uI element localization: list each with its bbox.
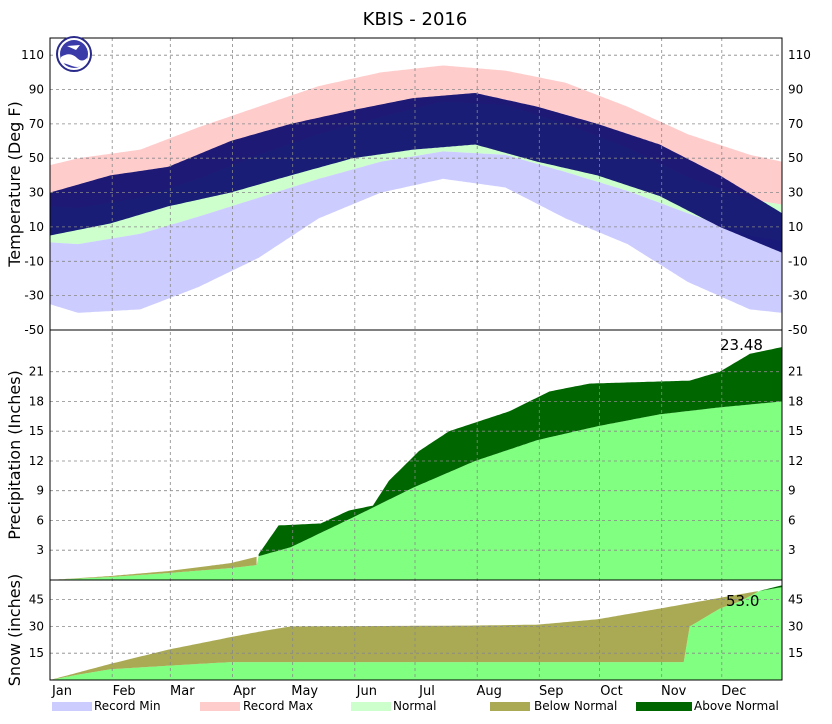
legend-swatch-above-normal	[636, 702, 692, 711]
grid-lines	[50, 38, 782, 680]
temperature-tick-label-right: 70	[788, 117, 803, 131]
snow-tick-label-right: 45	[788, 593, 803, 607]
temperature-tick-label-left: 110	[21, 48, 44, 62]
precipitation-tick-label-right: 15	[788, 424, 803, 438]
temperature-tick-label-right: 110	[788, 48, 811, 62]
precipitation-tick-label-left: 6	[36, 514, 44, 528]
precipitation-tick-label-right: 21	[788, 365, 803, 379]
temperature-tick-label-left: -30	[24, 289, 44, 303]
precip-below-normal-area	[52, 556, 257, 580]
legend-swatch-below-normal	[490, 702, 530, 711]
temperature-axis-title: Temperature (Deg F)	[5, 101, 24, 268]
precipitation-tick-label-left: 21	[29, 365, 44, 379]
month-label-jun: Jun	[356, 684, 377, 699]
chart-title: KBIS - 2016	[363, 9, 468, 30]
record-max-band	[50, 65, 782, 208]
record-min-band	[50, 151, 782, 313]
precipitation-tick-label-left: 9	[36, 484, 44, 498]
snow-panel-border	[49, 579, 783, 681]
precipitation-tick-label-right: 9	[788, 484, 796, 498]
temperature-series-group	[50, 65, 782, 313]
snow-tick-label-left: 15	[29, 646, 44, 660]
precipitation-axis-title: Precipitation (Inches)	[5, 370, 24, 540]
month-label-jul: Jul	[418, 684, 435, 699]
temperature-tick-label-right: -50	[788, 323, 808, 337]
temperature-tick-label-left: 90	[29, 83, 44, 97]
temperature-tick-label-right: 50	[788, 151, 803, 165]
temperature-tick-label-left: 70	[29, 117, 44, 131]
month-label-feb: Feb	[113, 684, 136, 699]
precip-above-normal-area-2	[258, 347, 783, 557]
legend-swatch-normal	[351, 702, 391, 711]
snow-total-label: 53.0	[726, 592, 759, 610]
month-label-sep: Sep	[539, 684, 564, 699]
temperature-tick-label-right: -10	[788, 254, 808, 268]
panel-borders	[49, 37, 783, 681]
temperature-tick-label-right: -30	[788, 289, 808, 303]
snow-above-normal-area-2	[759, 585, 782, 591]
legend-label-record-max: Record Max	[243, 699, 313, 713]
temperature-tick-label-right: 90	[788, 83, 803, 97]
month-label-apr: Apr	[233, 684, 256, 699]
snow-series-group	[50, 585, 782, 680]
precipitation-tick-label-right: 18	[788, 394, 803, 408]
temperature-tick-label-left: 30	[29, 186, 44, 200]
snow-tick-label-right: 15	[788, 646, 803, 660]
snow-axis-title: Snow (inches)	[5, 574, 24, 686]
temperature-tick-label-left: -10	[24, 254, 44, 268]
legend: Record Min Record Max Normal Below Norma…	[52, 699, 779, 713]
precipitation-tick-label-left: 12	[29, 454, 44, 468]
observed-temperature-range	[50, 93, 782, 253]
snow-tick-label-left: 30	[29, 619, 44, 633]
snow-tick-label-right: 30	[788, 619, 803, 633]
precipitation-total-label: 23.48	[720, 336, 763, 354]
tick-labels: 110 110 90 90 70 70 50 50 30 30 10 10 -10 -10 -30 -30 -5…	[21, 48, 811, 660]
precipitation-tick-label-left: 18	[29, 394, 44, 408]
legend-label-above-normal: Above Normal	[694, 699, 779, 713]
month-label-jan: Jan	[51, 684, 72, 699]
precipitation-tick-label-left: 15	[29, 424, 44, 438]
precipitation-tick-label-right: 3	[788, 543, 796, 557]
month-label-oct: Oct	[600, 684, 622, 699]
snow-below-normal-area	[52, 591, 758, 680]
snow-tick-label-left: 45	[29, 593, 44, 607]
temperature-tick-label-right: 30	[788, 186, 803, 200]
month-label-dec: Dec	[721, 684, 746, 699]
legend-label-normal: Normal	[393, 699, 436, 713]
legend-label-below-normal: Below Normal	[534, 699, 617, 713]
month-labels: Jan Feb Mar Apr May Jun Jul Aug Sep Oct Nov Dec	[51, 684, 746, 699]
month-label-nov: Nov	[661, 684, 687, 699]
legend-label-record-min: Record Min	[94, 699, 161, 713]
precipitation-tick-label-left: 3	[36, 543, 44, 557]
month-label-aug: Aug	[477, 684, 502, 699]
legend-swatch-record-max	[200, 702, 240, 711]
temperature-tick-label-right: 10	[788, 220, 803, 234]
month-label-mar: Mar	[170, 684, 195, 699]
temperature-tick-label-left: 50	[29, 151, 44, 165]
month-label-may: May	[291, 684, 318, 699]
temperature-tick-label-left: 10	[29, 220, 44, 234]
temperature-tick-label-left: -50	[24, 323, 44, 337]
precipitation-tick-label-right: 12	[788, 454, 803, 468]
precipitation-tick-label-right: 6	[788, 514, 796, 528]
snow-normal-area	[50, 587, 782, 680]
noaa-logo	[56, 36, 92, 72]
legend-swatch-record-min	[52, 702, 92, 711]
